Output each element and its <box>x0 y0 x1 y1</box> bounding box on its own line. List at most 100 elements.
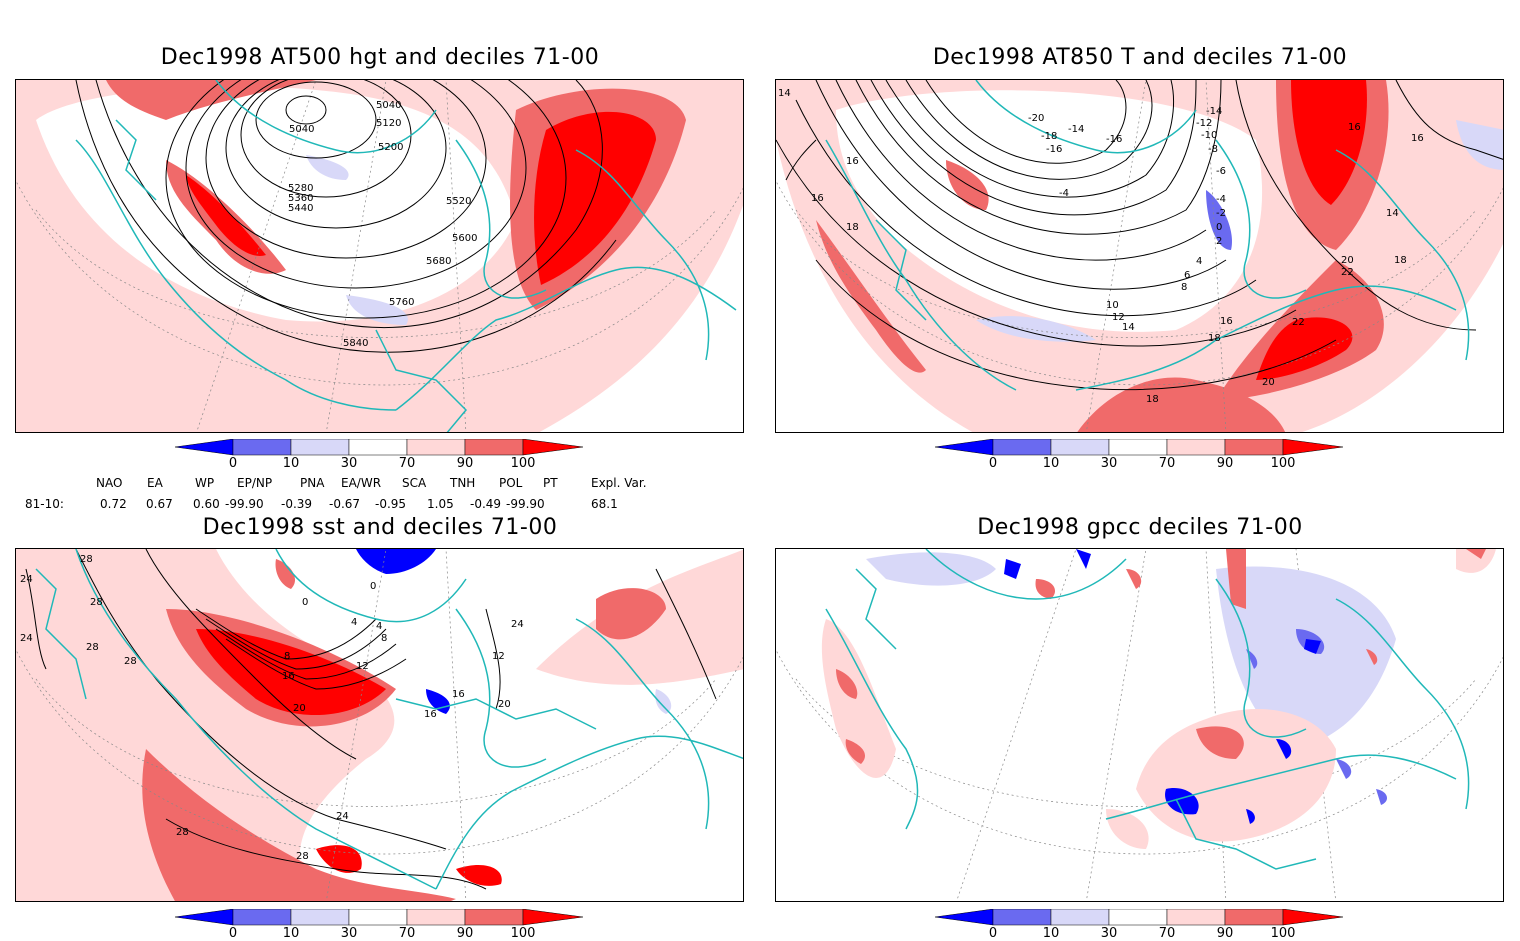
colorbar-gpcc-seg-0 <box>934 908 994 926</box>
colorbar-label: 30 <box>340 926 358 941</box>
clabel: -16 <box>1046 144 1062 155</box>
colorbar-label: 10 <box>282 926 300 941</box>
clabel: 5280 <box>288 183 313 194</box>
clabel: -4 <box>1059 188 1069 199</box>
colorbar-label: 100 <box>1270 456 1296 471</box>
index-value-nao: 0.72 <box>100 497 127 511</box>
clabel: 16 <box>1220 316 1233 327</box>
map-t850-fill-blue <box>1206 190 1232 250</box>
clabel: 20 <box>1341 255 1354 266</box>
colorbar-label: 0 <box>988 456 998 471</box>
colorbar-t850-seg-0 <box>934 438 994 456</box>
index-value-tnh: 1.05 <box>427 497 454 511</box>
index-value-pna: -0.39 <box>281 497 313 511</box>
map-hgt500-coast <box>75 80 737 432</box>
colorbar-sst-seg-4 <box>406 908 466 926</box>
map-t850-svg: 14 16 16 18 -20 -18 -16 -14 -16 -14 -12 … <box>776 80 1503 432</box>
clabel: 18 <box>1208 333 1221 344</box>
clabel: -14 <box>1068 124 1084 135</box>
map-sst-fill-red-e <box>275 559 666 640</box>
clabel: 28 <box>80 554 93 565</box>
colorbar-gpcc-seg-2 <box>1050 908 1110 926</box>
colorbar-t850: 0 10 30 70 90 100 <box>934 438 1345 471</box>
clabel: 18 <box>1394 255 1407 266</box>
clabel: 5040 <box>289 124 314 135</box>
index-value-pol: -0.49 <box>470 497 502 511</box>
colorbar-gpcc-svg <box>934 908 1344 926</box>
map-gpcc-svg <box>776 549 1503 901</box>
clabel: 22 <box>1341 267 1354 278</box>
clabel: 28 <box>124 656 137 667</box>
clabel: 18 <box>1146 394 1159 405</box>
clabel: 20 <box>498 699 511 710</box>
colorbar-t850-seg-3 <box>1108 438 1168 456</box>
clabel: 5040 <box>376 100 401 111</box>
map-t850-coast <box>825 80 1470 391</box>
clabel: -14 <box>1206 106 1222 117</box>
index-header-pol: POL <box>499 476 523 490</box>
colorbar-label: 0 <box>228 926 238 941</box>
clabel: 4 <box>351 617 357 628</box>
clabel: -20 <box>1028 113 1044 124</box>
map-sst-graticule <box>16 549 743 901</box>
panel-title-gpcc: Dec1998 gpcc deciles 71-00 <box>977 515 1303 540</box>
map-t850-fill-red-b <box>1291 80 1367 205</box>
map-sst: 28 24 28 24 28 28 0 0 4 4 8 8 12 16 20 2… <box>15 548 744 902</box>
panel-title-t850: Dec1998 AT850 T and deciles 71-00 <box>932 45 1348 70</box>
clabel: 4 <box>1196 256 1202 267</box>
clabel: 8 <box>1181 282 1187 293</box>
colorbar-sst-seg-1 <box>232 908 292 926</box>
map-hgt500-graticule <box>16 80 743 432</box>
clabel: 16 <box>846 156 859 167</box>
clabel: 0 <box>1216 222 1222 233</box>
colorbar-label: 100 <box>510 926 536 941</box>
clabel: -8 <box>1208 144 1218 155</box>
clabel: 16 <box>424 709 437 720</box>
clabel: 0 <box>370 581 376 592</box>
colorbar-hgt500-seg-3 <box>348 438 408 456</box>
index-header-eawr: EA/WR <box>341 476 382 490</box>
colorbar-t850-seg-6 <box>1282 438 1344 456</box>
colorbar-label: 0 <box>228 456 238 471</box>
map-hgt500-fill-red-b <box>186 175 266 256</box>
clabel: 14 <box>1122 322 1135 333</box>
colorbar-sst-seg-2 <box>290 908 350 926</box>
index-header-explvar: Expl. Var. <box>591 476 647 490</box>
map-sst-coast <box>35 549 743 890</box>
colorbar-sst-seg-0 <box>174 908 234 926</box>
map-gpcc-precip-patches <box>821 549 1496 849</box>
colorbar-label: 10 <box>1042 926 1060 941</box>
map-t850-contour-labels: 14 16 16 18 -20 -18 -16 -14 -16 -14 -12 … <box>778 88 1424 405</box>
clabel: 28 <box>296 851 309 862</box>
index-value-epnp: -99.90 <box>225 497 264 511</box>
clabel: 20 <box>1262 377 1275 388</box>
map-sst-fill-blue <box>356 549 450 714</box>
colorbar-sst-seg-5 <box>464 908 524 926</box>
colorbar-hgt500-seg-4 <box>406 438 466 456</box>
clabel: 5360 <box>288 193 313 204</box>
clabel: -18 <box>1041 131 1057 142</box>
clabel: 28 <box>176 827 189 838</box>
colorbar-t850-seg-5 <box>1224 438 1284 456</box>
colorbar-label: 70 <box>1158 926 1176 941</box>
clabel: 5200 <box>378 142 403 153</box>
colorbar-sst-svg <box>174 908 584 926</box>
clabel: 8 <box>284 651 290 662</box>
colorbar-hgt500-seg-1 <box>232 438 292 456</box>
clabel: 8 <box>381 633 387 644</box>
map-sst-fill-red-d <box>316 845 502 886</box>
colorbar-label: 10 <box>1042 456 1060 471</box>
colorbar-label: 100 <box>510 456 536 471</box>
map-t850-fill-red-f <box>1077 377 1286 432</box>
colorbar-gpcc-seg-6 <box>1282 908 1344 926</box>
colorbar-label: 90 <box>456 456 474 471</box>
index-header-sca: SCA <box>402 476 427 490</box>
colorbar-sst-seg-3 <box>348 908 408 926</box>
index-value-pt: -99.90 <box>506 497 545 511</box>
colorbar-label: 30 <box>1100 926 1118 941</box>
clabel: 4 <box>376 621 382 632</box>
index-header-pt: PT <box>543 476 558 490</box>
clabel: -4 <box>1216 194 1226 205</box>
colorbar-t850-seg-4 <box>1166 438 1226 456</box>
clabel: 14 <box>778 88 791 99</box>
